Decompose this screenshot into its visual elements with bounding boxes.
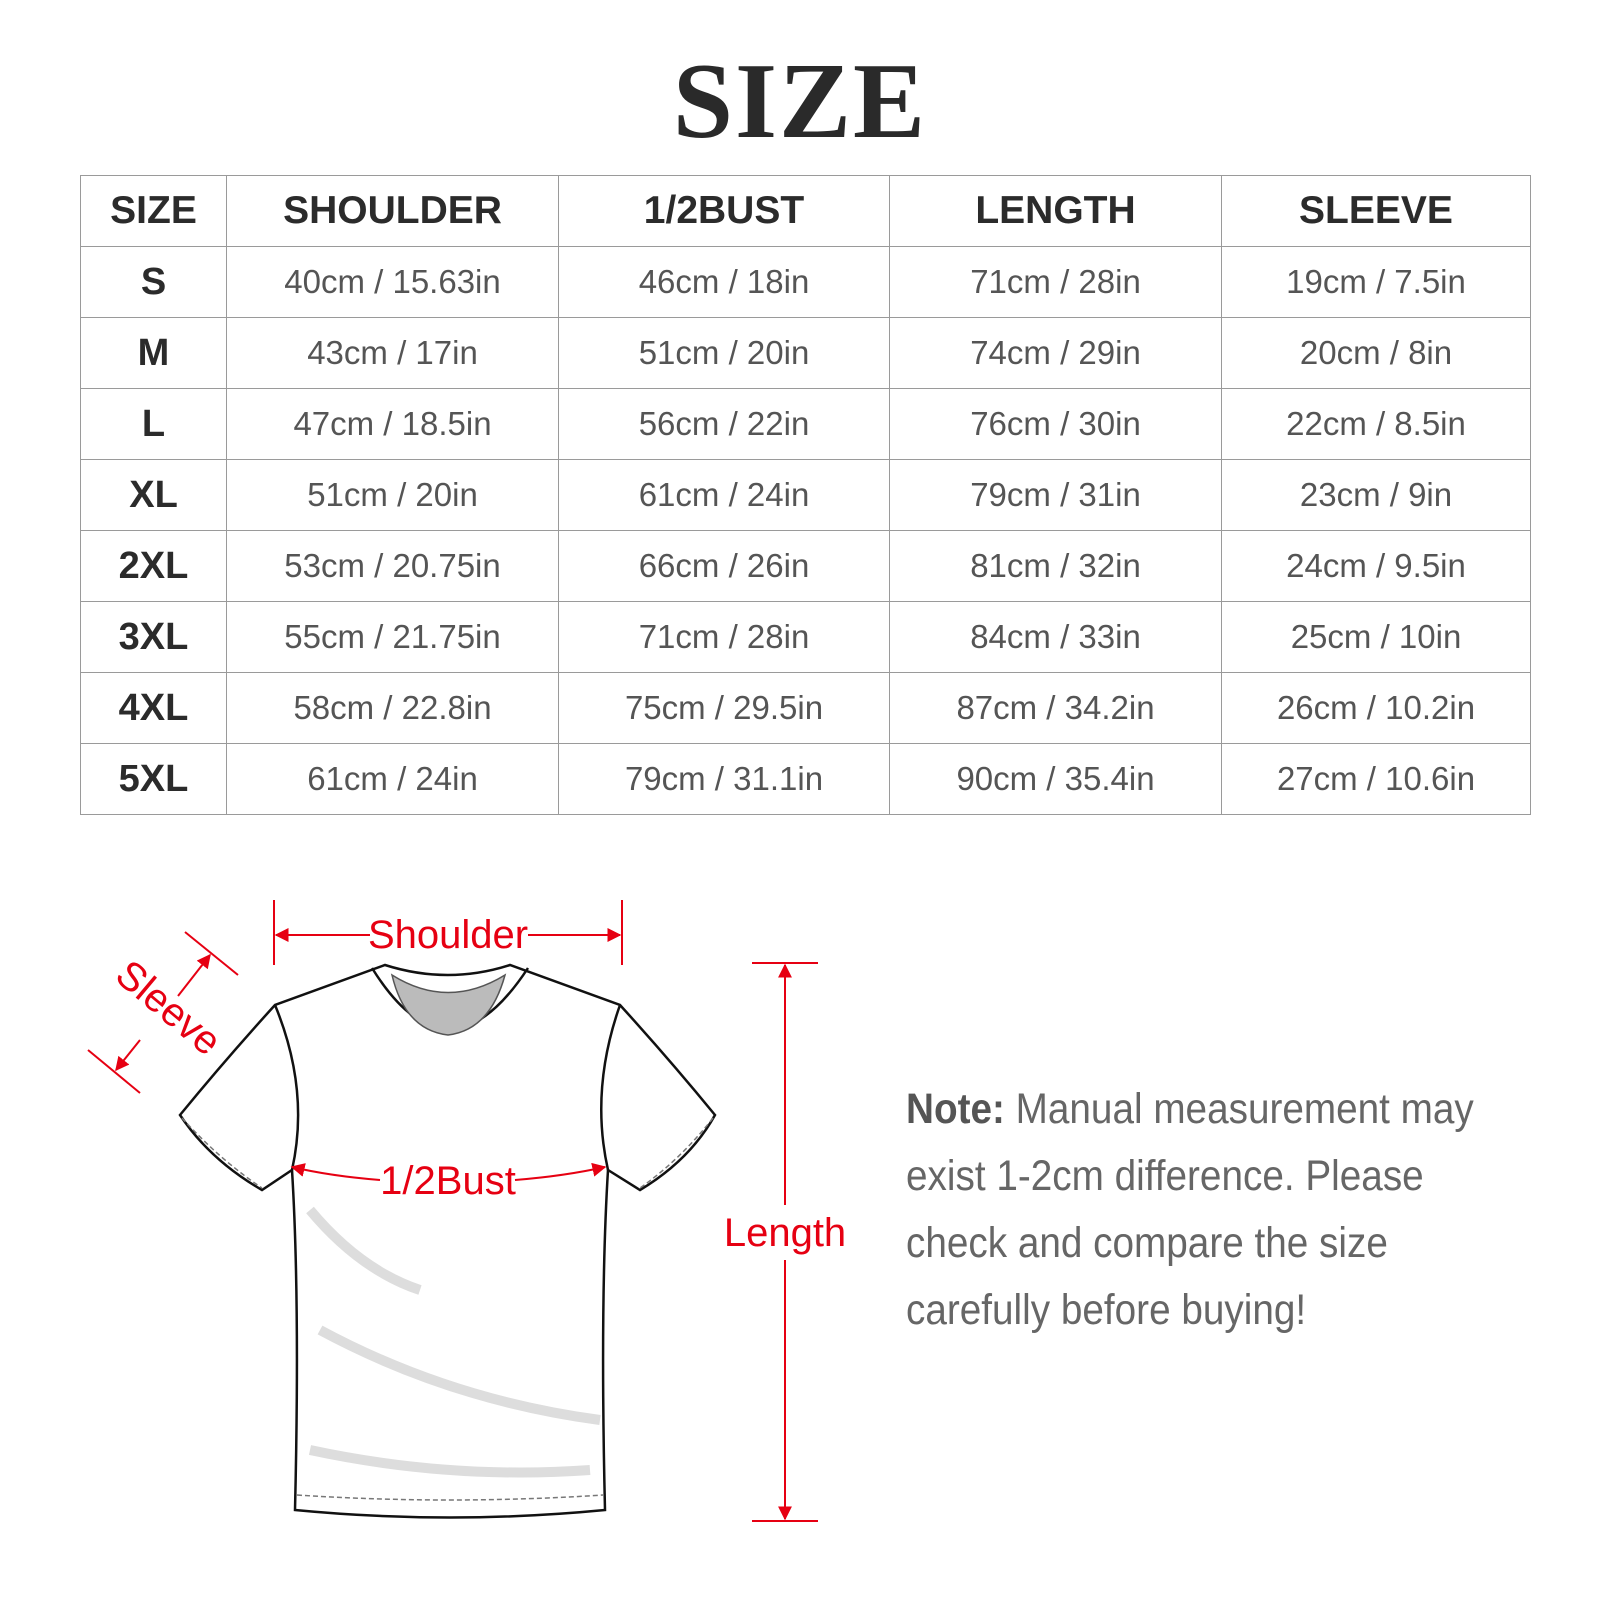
size-cell: 3XL	[80, 601, 227, 673]
table-row: 3XL 55cm / 21.75in 71cm / 28in 84cm / 33in 2…	[80, 601, 1531, 673]
measurement-cell: 40cm / 15.63in	[226, 246, 559, 318]
size-cell: S	[80, 246, 227, 318]
measurement-cell: 61cm / 24in	[226, 743, 559, 815]
measurement-cell: 53cm / 20.75in	[226, 530, 559, 602]
measurement-cell: 84cm / 33in	[889, 601, 1222, 673]
table-row: 5XL 61cm / 24in 79cm / 31.1in 90cm / 35.4in…	[80, 743, 1531, 815]
sleeve-measure	[87, 931, 239, 1094]
measurement-cell: 76cm / 30in	[889, 388, 1222, 460]
measurement-cell: 71cm / 28in	[889, 246, 1222, 318]
table-row: S 40cm / 15.63in 46cm / 18in 71cm / 28in 19c…	[80, 246, 1531, 318]
table-row: 2XL 53cm / 20.75in 66cm / 26in 81cm / 32in 2…	[80, 530, 1531, 602]
size-cell: XL	[80, 459, 227, 531]
bust-label: 1/2Bust	[380, 1159, 516, 1203]
measurement-cell: 23cm / 9in	[1221, 459, 1531, 531]
measurement-cell: 24cm / 9.5in	[1221, 530, 1531, 602]
measurement-cell: 66cm / 26in	[558, 530, 890, 602]
table-row: XL 51cm / 20in 61cm / 24in 79cm / 31in 23cm …	[80, 459, 1531, 531]
measurement-cell: 58cm / 22.8in	[226, 672, 559, 744]
note-text: Note: Manual measurement may exist 1-2cm…	[906, 1076, 1482, 1344]
length-measure	[752, 962, 818, 1522]
measurement-cell: 61cm / 24in	[558, 459, 890, 531]
measurement-cell: 46cm / 18in	[558, 246, 890, 318]
measurement-cell: 81cm / 32in	[889, 530, 1222, 602]
size-table: SIZE SHOULDER 1/2BUST LENGTH SLEEVE S 40c…	[80, 175, 1531, 815]
shoulder-measure	[273, 900, 623, 965]
measurement-cell: 90cm / 35.4in	[889, 743, 1222, 815]
header-length: LENGTH	[889, 175, 1222, 247]
header-sleeve: SLEEVE	[1221, 175, 1531, 247]
table-row: L 47cm / 18.5in 56cm / 22in 76cm / 30in 22cm…	[80, 388, 1531, 460]
measurement-cell: 22cm / 8.5in	[1221, 388, 1531, 460]
table-header-row: SIZE SHOULDER 1/2BUST LENGTH SLEEVE	[80, 175, 1531, 247]
measurement-cell: 51cm / 20in	[226, 459, 559, 531]
table-row: 4XL 58cm / 22.8in 75cm / 29.5in 87cm / 34.2…	[80, 672, 1531, 744]
bust-measure	[290, 1162, 607, 1181]
measurement-cell: 25cm / 10in	[1221, 601, 1531, 673]
measurement-cell: 27cm / 10.6in	[1221, 743, 1531, 815]
size-cell: M	[80, 317, 227, 389]
sleeve-label: Sleeve	[107, 952, 229, 1064]
measurement-cell: 55cm / 21.75in	[226, 601, 559, 673]
measurement-cell: 20cm / 8in	[1221, 317, 1531, 389]
tshirt-outline	[178, 963, 717, 1519]
measurement-cell: 43cm / 17in	[226, 317, 559, 389]
measurement-cell: 56cm / 22in	[558, 388, 890, 460]
header-size: SIZE	[80, 175, 227, 247]
measurement-cell: 26cm / 10.2in	[1221, 672, 1531, 744]
shoulder-label: Shoulder	[368, 913, 528, 957]
measurement-cell: 71cm / 28in	[558, 601, 890, 673]
note-body: Manual measurement may exist 1-2cm diffe…	[906, 1085, 1474, 1334]
measurement-cell: 19cm / 7.5in	[1221, 246, 1531, 318]
table-row: M 43cm / 17in 51cm / 20in 74cm / 29in 20cm /…	[80, 317, 1531, 389]
size-cell: L	[80, 388, 227, 460]
header-bust: 1/2BUST	[558, 175, 890, 247]
size-cell: 4XL	[80, 672, 227, 744]
size-cell: 5XL	[80, 743, 227, 815]
page-title: SIZE	[672, 42, 928, 161]
measurement-cell: 79cm / 31.1in	[558, 743, 890, 815]
measurement-cell: 74cm / 29in	[889, 317, 1222, 389]
measurement-cell: 75cm / 29.5in	[558, 672, 890, 744]
length-label: Length	[724, 1211, 846, 1255]
note-label: Note:	[906, 1085, 1005, 1133]
